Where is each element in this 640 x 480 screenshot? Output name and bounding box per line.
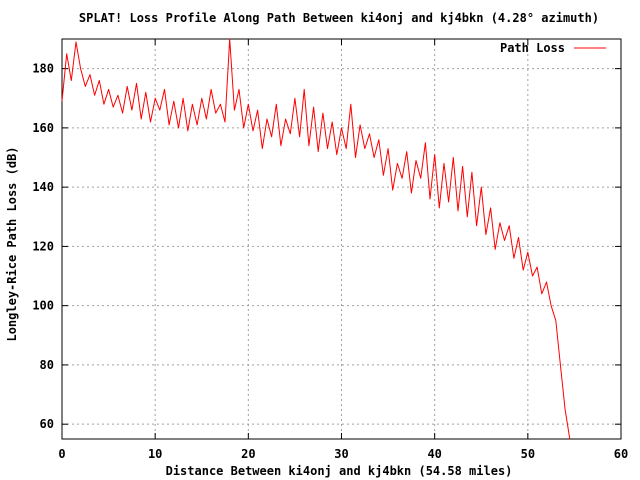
y-tick-label: 120 [32,239,54,253]
legend: Path Loss [500,41,606,55]
y-tick-label: 100 [32,299,54,313]
x-tick-label: 40 [427,447,441,461]
series-line-path-loss [61,38,571,440]
x-tick-label: 30 [334,447,348,461]
x-tick-label: 0 [58,447,65,461]
axis-tick-labels: 0 10 20 30 40 50 60 60 80 100 120 140 160 180 [32,62,628,461]
y-tick-label: 140 [32,180,54,194]
x-axis-label: Distance Between ki4onj and kj4bkn (54.5… [166,464,513,478]
chart-title: SPLAT! Loss Profile Along Path Between k… [79,11,599,25]
x-tick-label: 50 [521,447,535,461]
y-tick-label: 160 [32,121,54,135]
series-layer [61,38,571,440]
axis-ticks [61,39,622,439]
x-tick-label: 10 [148,447,162,461]
legend-label-path-loss: Path Loss [500,41,565,55]
y-tick-label: 180 [32,62,54,76]
y-axis-label: Longley-Rice Path Loss (dB) [5,146,19,341]
x-tick-label: 60 [614,447,628,461]
y-tick-label: 60 [40,417,54,431]
y-tick-label: 80 [40,358,54,372]
x-tick-label: 20 [241,447,255,461]
grid-lines [62,39,621,439]
